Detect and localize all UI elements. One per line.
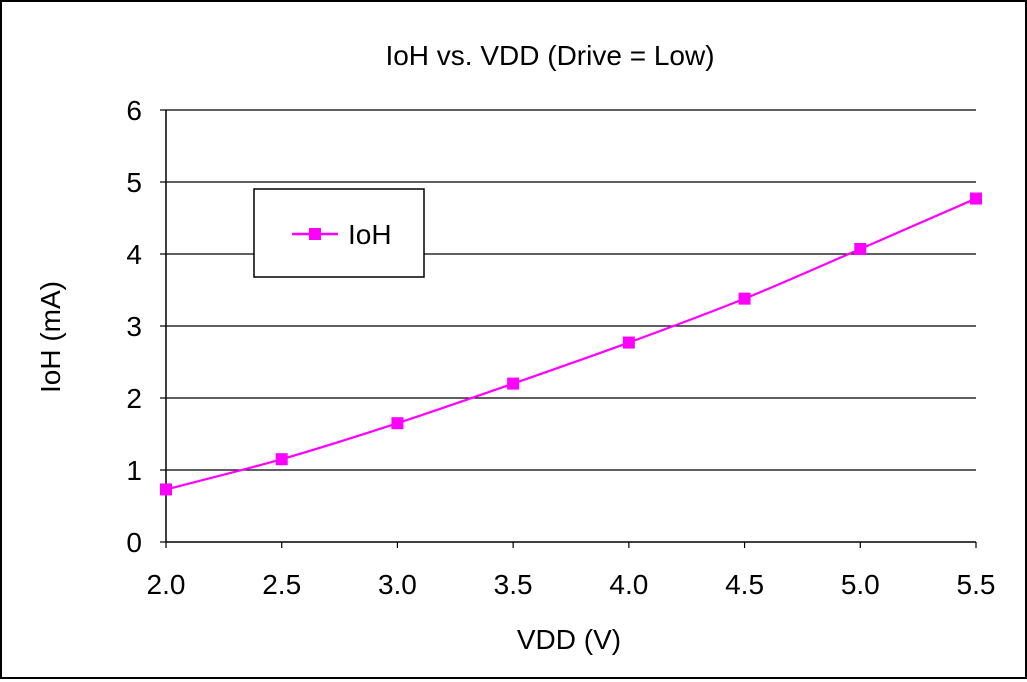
x-tick-label-5.5: 5.5 [957,569,996,600]
y-tick-label-5: 5 [126,167,142,198]
chart-title: IoH vs. VDD (Drive = Low) [385,40,714,71]
x-tick-label-5.0: 5.0 [841,569,880,600]
y-tick-label-0: 0 [126,527,142,558]
grid-lines [166,109,976,471]
data-point-ioh-4.0 [622,336,635,349]
y-tick-label-1: 1 [126,455,142,486]
x-axis-label: VDD (V) [517,624,621,655]
data-point-ioh-3.0 [391,417,404,430]
tick-labels: 0 1 2 3 4 5 6 2.0 2.5 3.0 3.5 4.0 4.5 5.0 5.5 [126,95,995,600]
series-line-ioh [165,197,977,491]
y-tick-label-4: 4 [126,239,142,270]
legend-box [253,188,425,278]
y-tick-label-2: 2 [126,383,142,414]
x-tick-label-4.0: 4.0 [609,569,648,600]
x-tick-label-2.5: 2.5 [262,569,301,600]
x-tick-label-4.5: 4.5 [725,569,764,600]
y-tick-label-3: 3 [126,311,142,342]
y-tick-label-6: 6 [126,95,142,126]
data-point-ioh-2.0 [160,483,172,496]
legend: IoH [253,188,425,278]
x-tick-label-3.5: 3.5 [494,569,533,600]
legend-label-ioh: IoH [348,219,392,250]
data-point-ioh-2.5 [275,453,288,466]
data-point-ioh-3.5 [507,377,520,390]
data-point-ioh-4.5 [738,292,751,305]
series-layer [160,192,982,496]
x-tick-label-2.0: 2.0 [147,569,186,600]
data-point-ioh-5.0 [854,242,867,255]
x-tick-label-3.0: 3.0 [378,569,417,600]
data-point-ioh-5.5 [970,192,982,205]
legend-marker [309,228,321,240]
y-axis-label: IoH (mA) [35,281,66,393]
axes [160,109,977,548]
